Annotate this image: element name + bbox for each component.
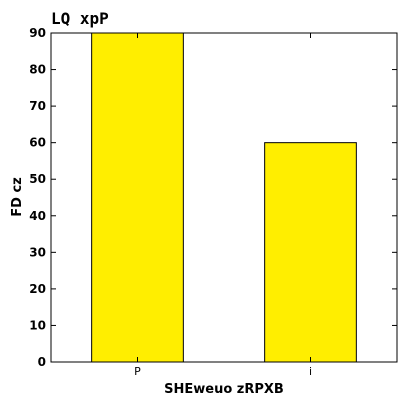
y-axis-label: FD cz bbox=[10, 177, 25, 216]
x-tick-label: P bbox=[134, 365, 141, 378]
bars-group bbox=[91, 32, 357, 363]
y-tick-label: 10 bbox=[29, 318, 46, 332]
y-tick-label: 70 bbox=[29, 99, 46, 113]
y-tick-label: 80 bbox=[29, 63, 46, 77]
x-axis-label: SHEweuo zRPXB bbox=[164, 382, 284, 397]
bar-P bbox=[91, 32, 184, 363]
bar-i bbox=[264, 142, 357, 363]
y-tick-label: 0 bbox=[38, 355, 46, 369]
y-tick-label: 50 bbox=[29, 172, 46, 186]
y-tick-label: 60 bbox=[29, 136, 46, 150]
y-tick-label: 20 bbox=[29, 282, 46, 296]
y-tick-label: 30 bbox=[29, 245, 46, 259]
y-tick-label: 40 bbox=[29, 209, 46, 223]
y-tick-label: 90 bbox=[29, 26, 46, 40]
chart-title: LQ xpP bbox=[51, 9, 109, 28]
x-tick-label: i bbox=[309, 365, 312, 378]
plot-area-frame bbox=[50, 32, 398, 363]
y-axis: 0 10 20 30 40 50 60 70 80 90 bbox=[29, 26, 397, 369]
